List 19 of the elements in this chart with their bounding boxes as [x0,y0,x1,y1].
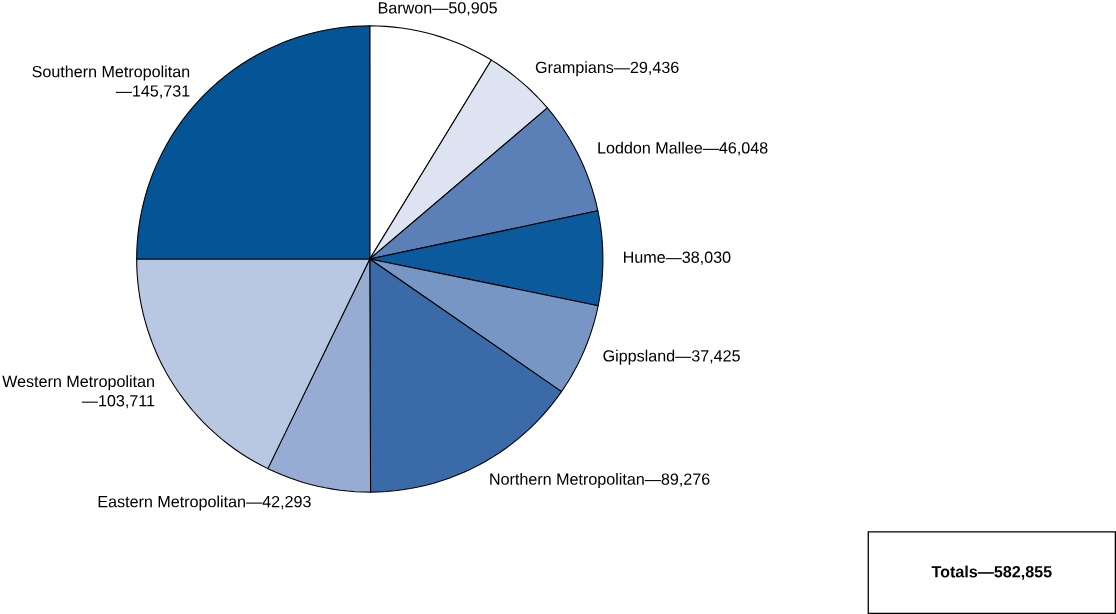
slice-label: Eastern Metropolitan [98,495,245,511]
slice-label: Hume [623,251,665,263]
slice-label: Gippsland [603,349,675,365]
data-label: —46,048 [702,142,768,156]
data-label: —103,711 [81,394,155,409]
data-label: —145,731 [115,85,190,99]
text: Totals—582,855 [931,565,1052,580]
slice-label: Western Metropolitan [2,375,154,391]
slice-label: Northern Metropolitan [490,472,644,488]
data-label: —37,425 [675,350,740,364]
data-label: —38,030 [665,251,731,265]
slice-label: Grampians [535,61,614,77]
data-label: —89,276 [644,473,710,487]
slice-label: Loddon Mallee [598,141,703,154]
slice-label: Southern Metropolitan [32,65,190,81]
data-label: —29,436 [613,61,679,75]
data-label: —42,293 [246,495,311,510]
data-label: —50,905 [432,2,497,16]
slice-label: Barwon [378,2,432,14]
